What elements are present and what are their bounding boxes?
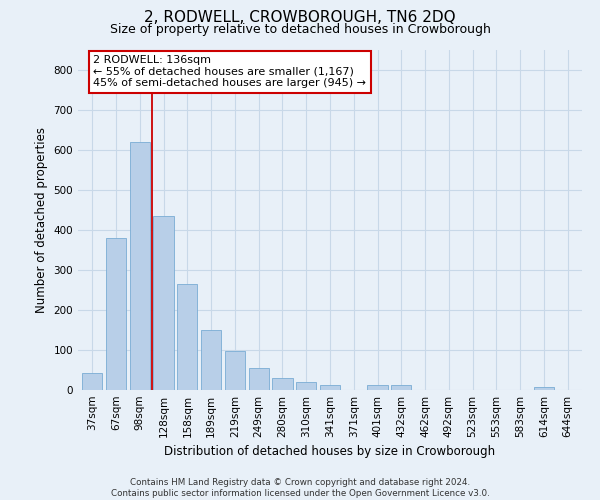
Bar <box>296 382 316 390</box>
Text: 2 RODWELL: 136sqm
← 55% of detached houses are smaller (1,167)
45% of semi-detac: 2 RODWELL: 136sqm ← 55% of detached hous… <box>93 55 366 88</box>
Bar <box>534 387 554 390</box>
Bar <box>225 351 245 390</box>
Y-axis label: Number of detached properties: Number of detached properties <box>35 127 48 313</box>
Bar <box>130 142 150 390</box>
Bar <box>106 238 126 390</box>
X-axis label: Distribution of detached houses by size in Crowborough: Distribution of detached houses by size … <box>164 446 496 458</box>
Bar <box>248 368 269 390</box>
Bar <box>391 385 412 390</box>
Text: Contains HM Land Registry data © Crown copyright and database right 2024.
Contai: Contains HM Land Registry data © Crown c… <box>110 478 490 498</box>
Bar <box>272 378 293 390</box>
Bar <box>177 284 197 390</box>
Bar <box>201 330 221 390</box>
Bar <box>82 373 103 390</box>
Bar <box>154 216 173 390</box>
Text: 2, RODWELL, CROWBOROUGH, TN6 2DQ: 2, RODWELL, CROWBOROUGH, TN6 2DQ <box>144 10 456 25</box>
Bar <box>367 385 388 390</box>
Bar <box>320 385 340 390</box>
Text: Size of property relative to detached houses in Crowborough: Size of property relative to detached ho… <box>110 22 490 36</box>
